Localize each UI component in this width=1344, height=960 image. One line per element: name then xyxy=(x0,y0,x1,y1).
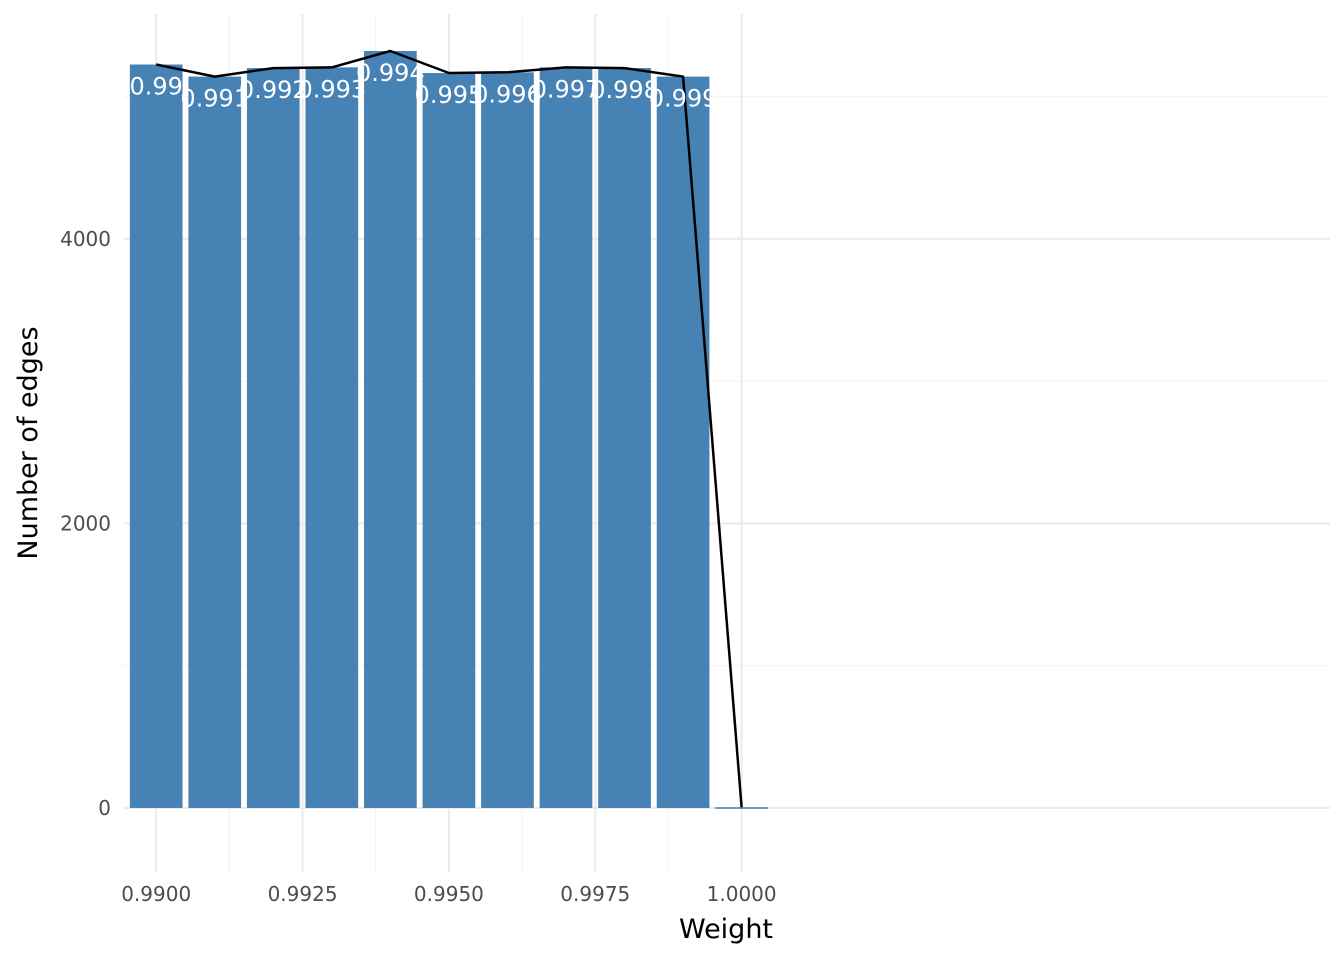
y-axis-ticks: 0 2000 4000 xyxy=(60,227,111,820)
bar xyxy=(656,76,710,808)
bar xyxy=(246,68,300,808)
bar xyxy=(598,68,651,808)
y-tick-label: 0 xyxy=(98,796,111,820)
bar xyxy=(364,50,417,808)
bar xyxy=(188,76,242,808)
bar-value-label: 0.996 xyxy=(473,80,542,108)
x-tick-label: 0.9950 xyxy=(414,882,484,906)
bar-labels: 0.990.9910.9920.9930.9940.9950.9960.9970… xyxy=(129,59,717,113)
line-layer xyxy=(155,49,743,808)
bar xyxy=(129,64,183,808)
bar-value-label: 0.994 xyxy=(356,59,425,87)
bar-value-label: 0.993 xyxy=(297,75,366,103)
bar-value-label: 0.991 xyxy=(180,85,249,113)
x-tick-label: 0.9975 xyxy=(560,882,630,906)
bars xyxy=(129,50,768,809)
x-axis-title: Weight xyxy=(679,914,773,945)
x-tick-label: 0.9925 xyxy=(268,882,338,906)
y-tick-label: 2000 xyxy=(60,511,111,535)
y-axis-title: Number of edges xyxy=(13,326,44,559)
y-tick-label: 4000 xyxy=(60,227,111,251)
bar-value-label: 0.997 xyxy=(532,75,601,103)
bar xyxy=(715,807,768,809)
x-axis-ticks: 0.9900 0.9925 0.9950 0.9975 1.0000 xyxy=(121,882,776,906)
bar xyxy=(481,72,534,808)
bar-value-label: 0.992 xyxy=(239,76,308,104)
bar-value-label: 0.998 xyxy=(590,76,659,104)
bar-value-label: 0.995 xyxy=(415,81,484,109)
grid xyxy=(124,14,1330,872)
bar xyxy=(539,67,593,808)
x-tick-label: 0.9900 xyxy=(121,882,191,906)
x-tick-label: 1.0000 xyxy=(707,882,777,906)
bar-value-label: 0.999 xyxy=(649,85,718,113)
bar-value-label: 0.99 xyxy=(129,73,182,101)
bar xyxy=(305,67,359,808)
bar xyxy=(422,73,476,808)
count-line xyxy=(155,49,743,808)
